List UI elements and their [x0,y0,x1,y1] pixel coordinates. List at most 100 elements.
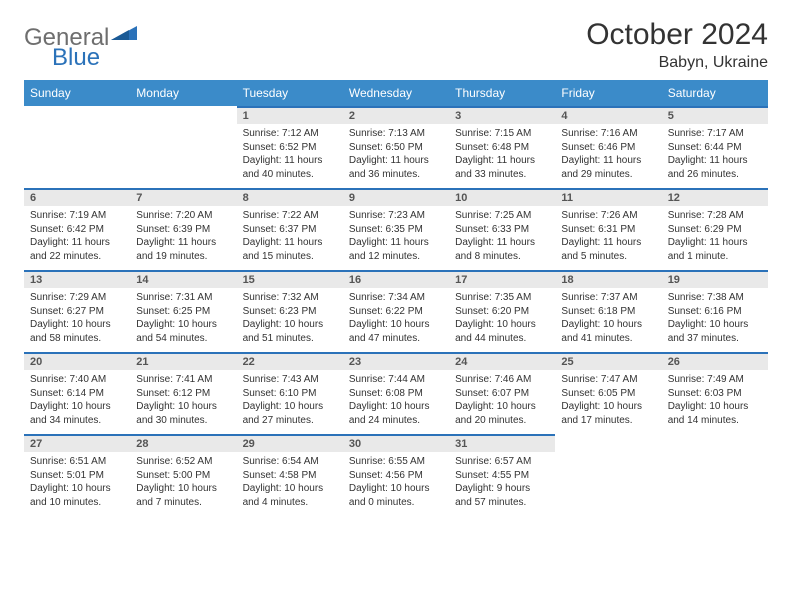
day-details: Sunrise: 6:57 AMSunset: 4:55 PMDaylight:… [449,452,555,513]
day-number: 6 [24,188,130,206]
calendar-cell: 20Sunrise: 7:40 AMSunset: 6:14 PMDayligh… [24,352,130,434]
logo-text-wrap: General Blue [24,24,137,72]
calendar-week-row: 6Sunrise: 7:19 AMSunset: 6:42 PMDaylight… [24,188,768,270]
day-details: Sunrise: 7:41 AMSunset: 6:12 PMDaylight:… [130,370,236,431]
calendar-cell: 6Sunrise: 7:19 AMSunset: 6:42 PMDaylight… [24,188,130,270]
day-number: 12 [662,188,768,206]
calendar-week-row: 1Sunrise: 7:12 AMSunset: 6:52 PMDaylight… [24,106,768,188]
day-details: Sunrise: 6:55 AMSunset: 4:56 PMDaylight:… [343,452,449,513]
day-of-week-header: Sunday [24,80,130,106]
calendar-cell: 15Sunrise: 7:32 AMSunset: 6:23 PMDayligh… [237,270,343,352]
calendar-cell [130,106,236,188]
month-title: October 2024 [586,18,768,52]
day-details: Sunrise: 7:17 AMSunset: 6:44 PMDaylight:… [662,124,768,185]
day-details: Sunrise: 7:35 AMSunset: 6:20 PMDaylight:… [449,288,555,349]
day-number: 16 [343,270,449,288]
calendar-cell: 8Sunrise: 7:22 AMSunset: 6:37 PMDaylight… [237,188,343,270]
logo-blue: Blue [52,44,137,72]
day-number: 28 [130,434,236,452]
day-number: 10 [449,188,555,206]
day-number: 21 [130,352,236,370]
calendar-cell: 21Sunrise: 7:41 AMSunset: 6:12 PMDayligh… [130,352,236,434]
day-of-week-header: Tuesday [237,80,343,106]
day-details: Sunrise: 7:23 AMSunset: 6:35 PMDaylight:… [343,206,449,267]
day-number: 31 [449,434,555,452]
day-number: 2 [343,106,449,124]
calendar-cell: 19Sunrise: 7:38 AMSunset: 6:16 PMDayligh… [662,270,768,352]
day-number: 4 [555,106,661,124]
calendar-cell [555,434,661,516]
calendar-cell: 18Sunrise: 7:37 AMSunset: 6:18 PMDayligh… [555,270,661,352]
calendar-cell: 23Sunrise: 7:44 AMSunset: 6:08 PMDayligh… [343,352,449,434]
day-details: Sunrise: 7:34 AMSunset: 6:22 PMDaylight:… [343,288,449,349]
day-details: Sunrise: 6:54 AMSunset: 4:58 PMDaylight:… [237,452,343,513]
day-of-week-header: Wednesday [343,80,449,106]
day-number: 5 [662,106,768,124]
day-details: Sunrise: 7:43 AMSunset: 6:10 PMDaylight:… [237,370,343,431]
calendar-cell: 3Sunrise: 7:15 AMSunset: 6:48 PMDaylight… [449,106,555,188]
day-of-week-row: SundayMondayTuesdayWednesdayThursdayFrid… [24,80,768,106]
day-details: Sunrise: 7:28 AMSunset: 6:29 PMDaylight:… [662,206,768,267]
day-number: 8 [237,188,343,206]
calendar-cell: 29Sunrise: 6:54 AMSunset: 4:58 PMDayligh… [237,434,343,516]
day-details: Sunrise: 7:32 AMSunset: 6:23 PMDaylight:… [237,288,343,349]
day-details: Sunrise: 7:16 AMSunset: 6:46 PMDaylight:… [555,124,661,185]
day-number: 18 [555,270,661,288]
header: General Blue October 2024 Babyn, Ukraine [24,18,768,72]
day-number: 13 [24,270,130,288]
day-details: Sunrise: 6:52 AMSunset: 5:00 PMDaylight:… [130,452,236,513]
day-number: 14 [130,270,236,288]
calendar-cell: 16Sunrise: 7:34 AMSunset: 6:22 PMDayligh… [343,270,449,352]
calendar-cell: 27Sunrise: 6:51 AMSunset: 5:01 PMDayligh… [24,434,130,516]
calendar-cell: 28Sunrise: 6:52 AMSunset: 5:00 PMDayligh… [130,434,236,516]
day-number: 15 [237,270,343,288]
day-details: Sunrise: 7:26 AMSunset: 6:31 PMDaylight:… [555,206,661,267]
calendar-page: General Blue October 2024 Babyn, Ukraine… [0,0,792,526]
day-number: 29 [237,434,343,452]
day-details: Sunrise: 7:19 AMSunset: 6:42 PMDaylight:… [24,206,130,267]
day-details: Sunrise: 7:47 AMSunset: 6:05 PMDaylight:… [555,370,661,431]
calendar-cell [662,434,768,516]
calendar-cell: 9Sunrise: 7:23 AMSunset: 6:35 PMDaylight… [343,188,449,270]
calendar-cell: 26Sunrise: 7:49 AMSunset: 6:03 PMDayligh… [662,352,768,434]
day-details: Sunrise: 7:44 AMSunset: 6:08 PMDaylight:… [343,370,449,431]
day-details: Sunrise: 7:20 AMSunset: 6:39 PMDaylight:… [130,206,236,267]
day-number: 26 [662,352,768,370]
calendar-cell: 30Sunrise: 6:55 AMSunset: 4:56 PMDayligh… [343,434,449,516]
day-number: 30 [343,434,449,452]
day-details: Sunrise: 7:37 AMSunset: 6:18 PMDaylight:… [555,288,661,349]
day-number: 20 [24,352,130,370]
calendar-cell: 13Sunrise: 7:29 AMSunset: 6:27 PMDayligh… [24,270,130,352]
location: Babyn, Ukraine [586,54,768,72]
calendar-cell: 22Sunrise: 7:43 AMSunset: 6:10 PMDayligh… [237,352,343,434]
calendar-cell: 2Sunrise: 7:13 AMSunset: 6:50 PMDaylight… [343,106,449,188]
calendar-week-row: 13Sunrise: 7:29 AMSunset: 6:27 PMDayligh… [24,270,768,352]
calendar-cell: 5Sunrise: 7:17 AMSunset: 6:44 PMDaylight… [662,106,768,188]
calendar-cell: 7Sunrise: 7:20 AMSunset: 6:39 PMDaylight… [130,188,236,270]
day-details: Sunrise: 7:25 AMSunset: 6:33 PMDaylight:… [449,206,555,267]
day-number: 19 [662,270,768,288]
day-of-week-header: Thursday [449,80,555,106]
calendar-cell: 24Sunrise: 7:46 AMSunset: 6:07 PMDayligh… [449,352,555,434]
day-number: 23 [343,352,449,370]
day-details: Sunrise: 7:46 AMSunset: 6:07 PMDaylight:… [449,370,555,431]
day-of-week-header: Friday [555,80,661,106]
logo: General Blue [24,24,137,72]
day-number: 9 [343,188,449,206]
day-of-week-header: Saturday [662,80,768,106]
day-details: Sunrise: 7:15 AMSunset: 6:48 PMDaylight:… [449,124,555,185]
day-details: Sunrise: 7:40 AMSunset: 6:14 PMDaylight:… [24,370,130,431]
calendar-cell [24,106,130,188]
calendar-cell: 4Sunrise: 7:16 AMSunset: 6:46 PMDaylight… [555,106,661,188]
day-details: Sunrise: 7:13 AMSunset: 6:50 PMDaylight:… [343,124,449,185]
day-number: 27 [24,434,130,452]
day-number: 11 [555,188,661,206]
calendar-cell: 11Sunrise: 7:26 AMSunset: 6:31 PMDayligh… [555,188,661,270]
title-block: October 2024 Babyn, Ukraine [586,18,768,72]
day-number: 25 [555,352,661,370]
day-number: 22 [237,352,343,370]
day-details: Sunrise: 7:31 AMSunset: 6:25 PMDaylight:… [130,288,236,349]
calendar-head: SundayMondayTuesdayWednesdayThursdayFrid… [24,80,768,106]
calendar-cell: 31Sunrise: 6:57 AMSunset: 4:55 PMDayligh… [449,434,555,516]
logo-triangle-icon [111,22,137,47]
